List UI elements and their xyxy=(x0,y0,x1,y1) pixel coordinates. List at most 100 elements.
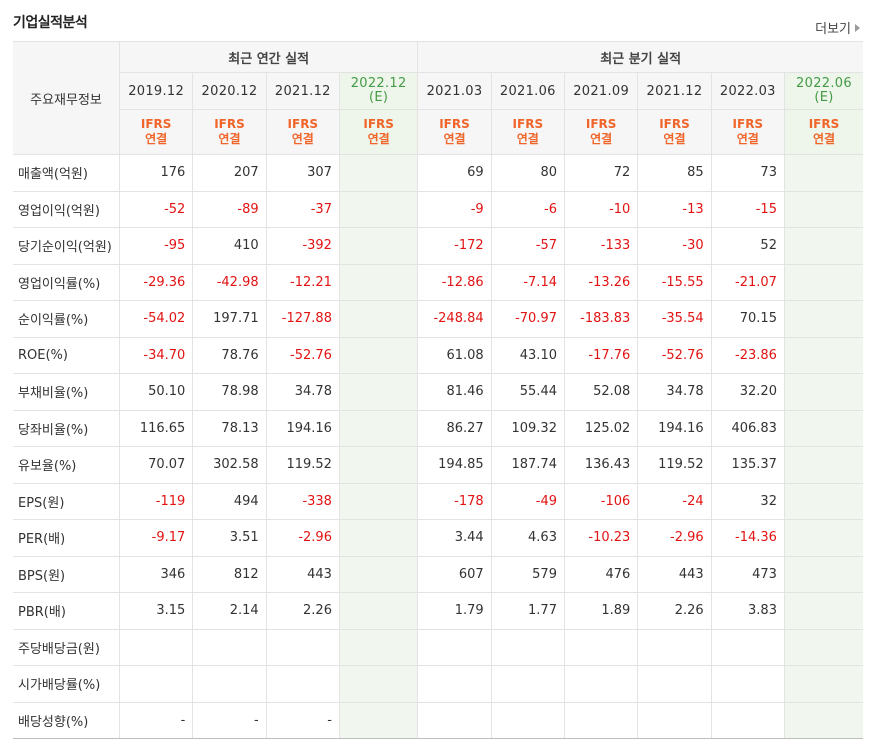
table-cell: -2.96 xyxy=(637,519,712,557)
table-cell xyxy=(637,701,712,739)
table-cell: -13 xyxy=(637,190,712,228)
ifrs-label: IFRS xyxy=(140,117,172,131)
table-row: 영업이익률(%) -29.36 -42.98 -12.21 -12.86 -7.14 -13… xyxy=(13,263,863,301)
table-cell: 69 xyxy=(417,154,492,192)
table-cell: 80 xyxy=(490,154,565,192)
table-cell: -30 xyxy=(637,227,712,265)
column-date-header: 2022.06 (E) xyxy=(783,72,863,110)
table-cell: 187.74 xyxy=(490,446,565,484)
table-cell xyxy=(338,592,419,630)
table-cell xyxy=(783,263,863,301)
row-label: 유보율(%) xyxy=(13,446,120,484)
estimate-mark: (E) xyxy=(814,90,834,105)
table-cell xyxy=(490,665,565,703)
consolidated-label: 연결 xyxy=(443,132,466,146)
table-row: 영업이익(억원) -52 -89 -37 -9 -6 -10 -13 -15 xyxy=(13,190,863,228)
table-row: 유보율(%) 70.07 302.58 119.52 194.85 187.74 136.4… xyxy=(13,446,863,484)
table-cell xyxy=(338,555,419,593)
table-cell xyxy=(783,409,863,447)
consolidated-label: 연결 xyxy=(291,132,314,146)
table-cell: -10.23 xyxy=(563,519,639,557)
table-cell: 50.10 xyxy=(118,373,194,411)
table-cell: -89 xyxy=(192,190,267,228)
table-cell: 2.26 xyxy=(265,592,340,630)
row-label: PER(배) xyxy=(13,519,120,557)
table-cell: -338 xyxy=(265,482,340,520)
table-cell: 116.65 xyxy=(118,409,194,447)
row-header-label: 주요재무정보 xyxy=(13,41,120,155)
table-cell xyxy=(338,628,419,666)
table-cell: 52.08 xyxy=(563,373,639,411)
table-cell xyxy=(417,628,492,666)
table-cell xyxy=(563,665,639,703)
column-date: 2022.06 xyxy=(796,76,852,91)
table-cell: -35.54 xyxy=(637,300,712,338)
table-cell: - xyxy=(192,701,267,739)
table-cell: 119.52 xyxy=(637,446,712,484)
table-cell: -52.76 xyxy=(265,336,340,374)
table-cell xyxy=(338,482,419,520)
column-date: 2021.12 xyxy=(646,83,703,99)
table-cell: -57 xyxy=(490,227,565,265)
table-cell: -183.83 xyxy=(563,300,639,338)
ifrs-header: IFRS 연결 xyxy=(563,109,639,155)
table-cell: 119.52 xyxy=(265,446,340,484)
table-cell: -34.70 xyxy=(118,336,194,374)
table-cell xyxy=(192,665,267,703)
ifrs-label: IFRS xyxy=(287,117,319,131)
table-cell: -119 xyxy=(118,482,194,520)
table-cell xyxy=(783,373,863,411)
row-label: 배당성향(%) xyxy=(13,701,120,739)
table-cell: -54.02 xyxy=(118,300,194,338)
table-row: EPS(원) -119 494 -338 -178 -49 -106 -24 32 xyxy=(13,482,863,520)
table-cell xyxy=(118,665,194,703)
table-cell: 78.13 xyxy=(192,409,267,447)
table-cell: 197.71 xyxy=(192,300,267,338)
table-cell xyxy=(710,665,785,703)
table-cell: 78.76 xyxy=(192,336,267,374)
table-cell xyxy=(417,665,492,703)
column-date-header: 2021.09 xyxy=(563,72,639,110)
table-cell xyxy=(118,628,194,666)
column-date-header: 2021.12 xyxy=(637,72,712,110)
row-label: 당좌비율(%) xyxy=(13,409,120,447)
table-cell: 579 xyxy=(490,555,565,593)
table-cell: 85 xyxy=(637,154,712,192)
row-label: 영업이익(억원) xyxy=(13,190,120,228)
section-title: 기업실적분석 xyxy=(13,15,88,31)
table-row: 매출액(억원) 176 207 307 69 80 72 85 73 xyxy=(13,154,863,192)
table-row: PER(배) -9.17 3.51 -2.96 3.44 4.63 -10.23 -2.96-… xyxy=(13,519,863,557)
table-cell xyxy=(710,701,785,739)
table-cell xyxy=(338,263,419,301)
table-cell: -2.96 xyxy=(265,519,340,557)
table-cell: 176 xyxy=(118,154,194,192)
table-cell xyxy=(338,373,419,411)
table-cell: 812 xyxy=(192,555,267,593)
table-row: 순이익률(%) -54.02 197.71 -127.88 -248.84 -70.97-… xyxy=(13,300,863,338)
table-row: 배당성향(%) - - - xyxy=(13,701,863,739)
more-link[interactable]: 더보기 xyxy=(815,18,860,37)
table-cell xyxy=(783,701,863,739)
table-row: 당좌비율(%) 116.65 78.13 194.16 86.27 109.32 125.0… xyxy=(13,409,863,447)
table-cell xyxy=(338,409,419,447)
consolidated-label: 연결 xyxy=(736,132,759,146)
table-cell: -248.84 xyxy=(417,300,492,338)
table-cell: 473 xyxy=(710,555,785,593)
table-cell: 194.85 xyxy=(417,446,492,484)
table-cell: 72 xyxy=(563,154,639,192)
table-cell: 1.79 xyxy=(417,592,492,630)
ifrs-header: IFRS 연결 xyxy=(783,109,863,155)
table-cell: 346 xyxy=(118,555,194,593)
column-date: 2020.12 xyxy=(201,83,258,99)
table-cell: 194.16 xyxy=(265,409,340,447)
table-cell: 70.07 xyxy=(118,446,194,484)
row-label: 부채비율(%) xyxy=(13,373,120,411)
table-cell: 207 xyxy=(192,154,267,192)
table-cell: -52.76 xyxy=(637,336,712,374)
consolidated-label: 연결 xyxy=(218,132,241,146)
table-cell: 3.44 xyxy=(417,519,492,557)
table-cell: 34.78 xyxy=(265,373,340,411)
row-label: EPS(원) xyxy=(13,482,120,520)
column-date: 2021.09 xyxy=(573,83,630,99)
row-label: BPS(원) xyxy=(13,555,120,593)
